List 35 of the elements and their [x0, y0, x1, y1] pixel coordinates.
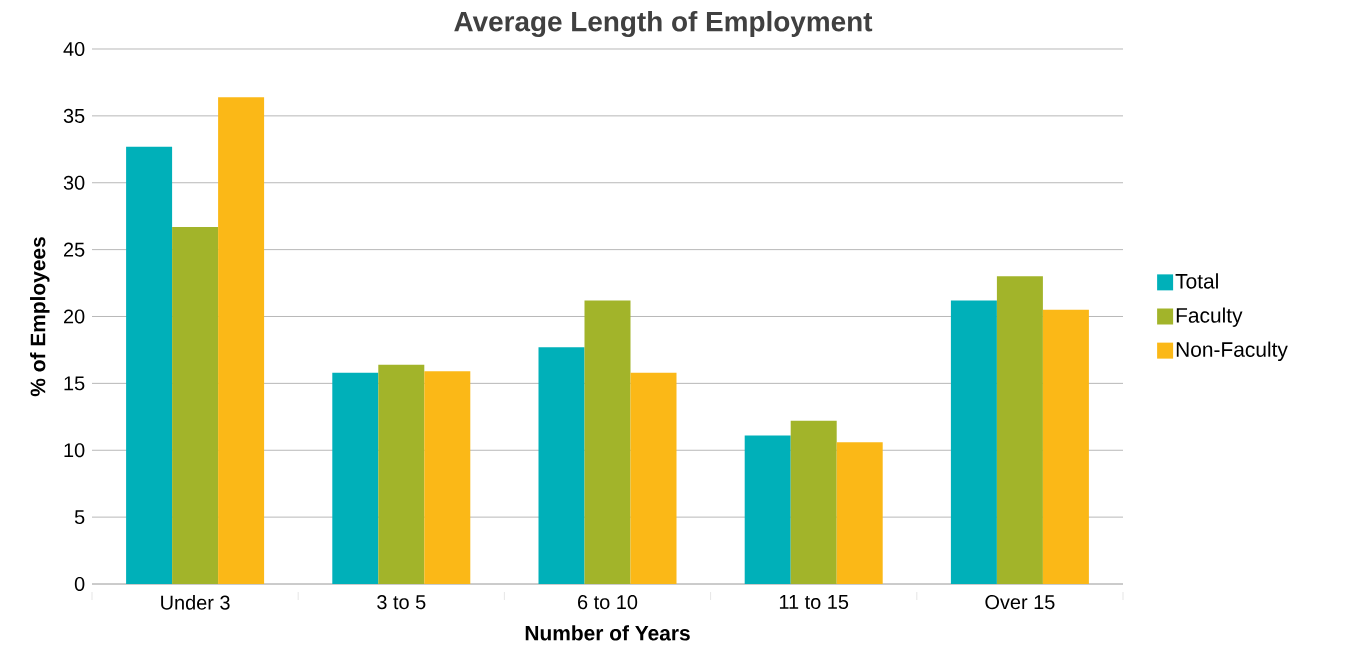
y-tick-label: 0 — [74, 576, 85, 592]
bar — [630, 372, 677, 584]
bar — [950, 300, 997, 584]
bar — [584, 300, 631, 584]
chart-title: Average Length of Employment — [454, 10, 873, 38]
y-tick-label: 20 — [64, 309, 85, 324]
bar — [538, 347, 585, 584]
bar — [218, 97, 265, 584]
bar — [172, 226, 219, 584]
y-axis-title: % of Employees — [30, 237, 50, 397]
legend-label: Faculty — [1176, 307, 1243, 327]
y-tick-label: 5 — [74, 510, 85, 525]
bar — [424, 371, 471, 584]
x-axis-title: Number of Years — [525, 625, 690, 641]
x-tick-label: 11 to 15 — [779, 595, 849, 609]
y-tick-label: 40 — [63, 41, 85, 57]
legend-label: Total — [1175, 273, 1218, 289]
bar — [836, 442, 883, 584]
bar — [996, 276, 1043, 584]
y-tick-label: 15 — [64, 376, 85, 391]
y-tick-label: 35 — [63, 108, 85, 123]
x-tick-label: 6 to 10 — [578, 595, 638, 610]
bar — [126, 146, 173, 584]
x-tick-label: Over 15 — [985, 595, 1055, 610]
y-tick-label: 30 — [63, 175, 85, 190]
bar — [378, 364, 425, 584]
x-tick-label: 3 to 5 — [377, 595, 426, 610]
bar — [332, 372, 379, 584]
y-tick-label: 10 — [64, 443, 85, 458]
bar — [790, 420, 837, 584]
x-tick-label: Under 3 — [161, 595, 230, 610]
legend-label: Non-Faculty — [1176, 341, 1288, 362]
y-tick-label: 25 — [64, 242, 85, 257]
bar — [1042, 309, 1089, 584]
bar — [744, 435, 791, 584]
